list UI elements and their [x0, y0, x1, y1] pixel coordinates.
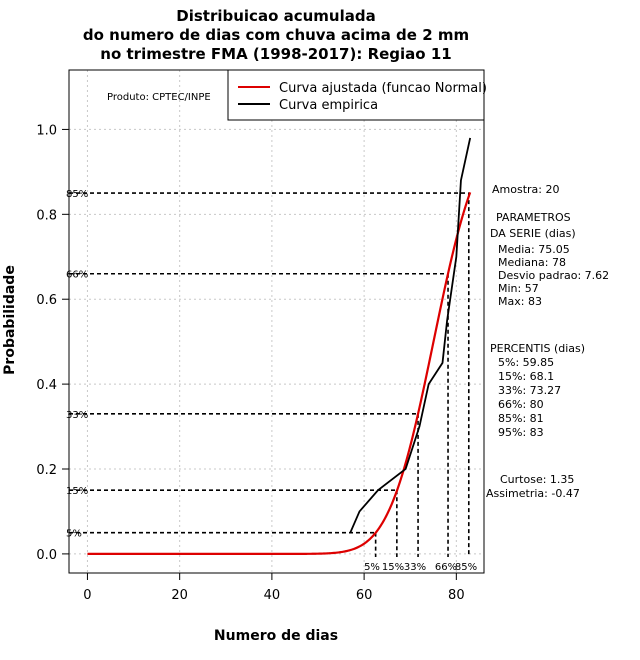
percentil-85: 85%: 81 [498, 412, 544, 425]
percentile-x-label: 33% [404, 562, 426, 573]
percentile-lines [69, 192, 470, 557]
percentile-y-label: 85% [66, 189, 88, 200]
percentile-labels: 5%15%33%66%85%5% 15% 33% 66%85% [66, 189, 477, 573]
plot-frame [68, 69, 485, 574]
fitted-normal-curve [87, 192, 472, 555]
y-tick-label: 0.0 [36, 548, 57, 563]
percentil-5: 5%: 59.85 [498, 356, 554, 369]
x-tick-label: 80 [448, 588, 465, 603]
params-title-2: DA SERIE (dias) [490, 227, 576, 240]
param-max: Max: 83 [498, 295, 542, 308]
percentile-x-label: 15% [382, 562, 404, 573]
percentile-y-label: 15% [66, 486, 88, 497]
param-desvio: Desvio padrao: 7.62 [498, 269, 609, 282]
percentile-x-label: 85% [455, 562, 477, 573]
y-tick-label: 1.0 [36, 123, 57, 138]
y-tick-label: 0.2 [36, 463, 57, 478]
x-tick-label: 40 [264, 588, 281, 603]
legend-box [227, 69, 485, 121]
x-axis-label: Numero de dias [214, 628, 338, 644]
x-tick-label: 20 [171, 588, 188, 603]
legend-label-fitted: Curva ajustada (funcao Normal) [279, 81, 487, 96]
legend: Curva ajustada (funcao Normal) Curva emp… [227, 69, 487, 121]
percentile-y-label: 66% [66, 270, 88, 281]
y-tick-label: 0.6 [36, 293, 57, 308]
percentis-title: PERCENTIS (dias) [490, 342, 585, 355]
legend-label-empirical: Curva empirica [279, 98, 378, 113]
percentile-x-label: 66% [435, 562, 457, 573]
x-tick-label: 60 [356, 588, 373, 603]
y-tick-label: 0.4 [36, 378, 57, 393]
percentil-15: 15%: 68.1 [498, 370, 554, 383]
y-axis-label: Probabilidade [2, 265, 18, 375]
chart-title-line-2: do numero de dias com chuva acima de 2 m… [83, 26, 469, 44]
percentil-33: 33%: 73.27 [498, 384, 561, 397]
percentile-x-label: 5% [364, 562, 380, 573]
sample-size: Amostra: 20 [492, 183, 559, 196]
grid-lines [69, 70, 484, 573]
series-group [87, 137, 472, 555]
x-tick-label: 0 [83, 588, 91, 603]
param-min: Min: 57 [498, 282, 539, 295]
percentil-95: 95%: 83 [498, 426, 544, 439]
chart-title-line-3: no trimestre FMA (1998-2017): Regiao 11 [100, 45, 451, 63]
chart-title-line-1: Distribuicao acumulada [176, 7, 375, 25]
side-panel: Amostra: 20 PARAMETROS DA SERIE (dias) M… [486, 183, 609, 500]
skewness: Assimetria: -0.47 [486, 487, 580, 500]
y-tick-label: 0.8 [36, 208, 57, 223]
empirical-curve [349, 137, 472, 534]
percentile-y-label: 33% [66, 410, 88, 421]
percentile-y-label: 5% [66, 529, 82, 540]
param-media: Media: 75.05 [498, 243, 570, 256]
product-annotation: Produto: CPTEC/INPE [107, 92, 211, 103]
param-mediana: Mediana: 78 [498, 256, 566, 269]
axis-ticks: 0 20 40 60 80 0.0 0.2 0.4 0.6 0.8 1.0 [36, 123, 464, 603]
kurtosis: Curtose: 1.35 [500, 473, 574, 486]
percentil-66: 66%: 80 [498, 398, 544, 411]
params-title-1: PARAMETROS [496, 211, 571, 224]
